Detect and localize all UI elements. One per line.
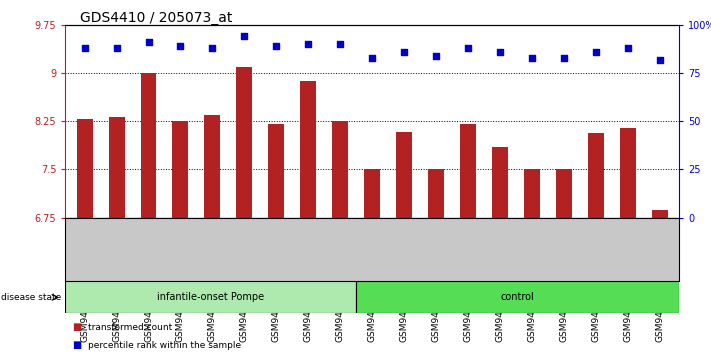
Bar <box>524 170 540 218</box>
Text: ■: ■ <box>73 322 82 332</box>
Point <box>175 43 186 49</box>
Bar <box>77 119 92 218</box>
Bar <box>205 115 220 218</box>
Bar <box>356 281 679 313</box>
Text: transformed count: transformed count <box>88 323 172 332</box>
Bar <box>65 281 356 313</box>
Bar <box>556 170 572 218</box>
Bar <box>460 125 476 218</box>
Text: ■: ■ <box>73 340 82 350</box>
Point <box>303 41 314 47</box>
Bar <box>428 170 444 218</box>
Point <box>335 41 346 47</box>
Bar <box>396 132 412 218</box>
Point <box>494 49 506 55</box>
Point <box>430 53 442 58</box>
Point <box>558 55 570 61</box>
Point <box>143 39 154 45</box>
Text: GDS4410 / 205073_at: GDS4410 / 205073_at <box>80 11 232 25</box>
Point <box>654 57 665 62</box>
Bar <box>620 128 636 218</box>
Bar <box>268 125 284 218</box>
Point <box>239 34 250 39</box>
Point <box>207 45 218 51</box>
Bar <box>364 170 380 218</box>
Bar <box>141 73 156 218</box>
Bar <box>332 121 348 218</box>
Point <box>462 45 474 51</box>
Bar <box>173 121 188 218</box>
Point <box>398 49 410 55</box>
Bar <box>652 210 668 218</box>
Text: infantile-onset Pompe: infantile-onset Pompe <box>157 292 264 302</box>
Bar <box>109 117 124 218</box>
Bar <box>300 81 316 218</box>
Point <box>526 55 538 61</box>
Point <box>271 43 282 49</box>
Text: control: control <box>501 292 535 302</box>
Point <box>111 45 122 51</box>
Point <box>367 55 378 61</box>
Bar <box>236 67 252 218</box>
Point <box>79 45 90 51</box>
Text: disease state: disease state <box>1 293 61 302</box>
Point <box>622 45 634 51</box>
Bar <box>492 147 508 218</box>
Point <box>590 49 602 55</box>
Bar <box>588 133 604 218</box>
Text: percentile rank within the sample: percentile rank within the sample <box>88 341 241 350</box>
